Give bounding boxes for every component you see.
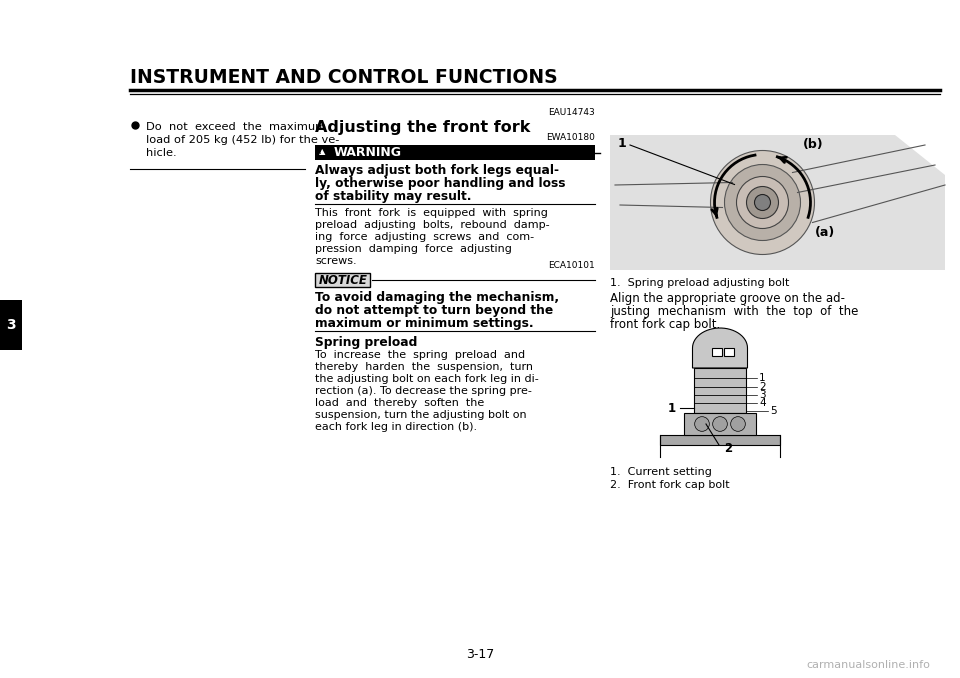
Text: 1: 1 (668, 401, 676, 414)
Bar (694, 368, 746, 413)
Bar (660, 435, 780, 445)
Text: (a): (a) (814, 226, 835, 239)
Text: 1: 1 (618, 137, 627, 150)
Text: EWA10180: EWA10180 (546, 133, 595, 142)
Text: 2: 2 (724, 443, 732, 456)
Text: 3: 3 (759, 390, 766, 400)
Circle shape (725, 165, 801, 241)
Bar (0, 300, 22, 350)
Text: of stability may result.: of stability may result. (315, 190, 471, 203)
Text: Adjusting the front fork: Adjusting the front fork (315, 120, 530, 135)
Text: 2.  Front fork cap bolt: 2. Front fork cap bolt (610, 480, 730, 490)
Circle shape (755, 195, 771, 210)
Polygon shape (692, 328, 748, 368)
Text: NOTICE: NOTICE (319, 273, 368, 287)
Circle shape (710, 151, 814, 254)
Text: INSTRUMENT AND CONTROL FUNCTIONS: INSTRUMENT AND CONTROL FUNCTIONS (130, 68, 558, 87)
Circle shape (736, 176, 788, 228)
Text: Spring preload: Spring preload (315, 336, 418, 349)
Bar (610, 115, 945, 270)
Text: To  increase  the  spring  preload  and: To increase the spring preload and (315, 350, 525, 360)
Text: ▲: ▲ (319, 147, 325, 156)
Text: preload  adjusting  bolts,  rebound  damp-: preload adjusting bolts, rebound damp- (315, 220, 550, 230)
Text: 1.  Current setting: 1. Current setting (610, 467, 712, 477)
Text: screws.: screws. (315, 256, 356, 266)
Text: thereby  harden  the  suspension,  turn: thereby harden the suspension, turn (315, 362, 533, 372)
Text: WARNING: WARNING (334, 146, 402, 159)
Text: 4: 4 (759, 398, 766, 408)
Bar (684, 413, 756, 435)
Polygon shape (610, 135, 945, 270)
Text: !: ! (319, 148, 322, 155)
Text: maximum or minimum settings.: maximum or minimum settings. (315, 317, 534, 330)
Circle shape (712, 417, 728, 431)
Text: (b): (b) (803, 138, 823, 151)
Circle shape (731, 417, 745, 431)
Text: ECA10101: ECA10101 (548, 261, 595, 270)
Text: This  front  fork  is  equipped  with  spring: This front fork is equipped with spring (315, 208, 548, 218)
Text: Always adjust both fork legs equal-: Always adjust both fork legs equal- (315, 164, 559, 177)
Text: ly, otherwise poor handling and loss: ly, otherwise poor handling and loss (315, 177, 565, 190)
Text: rection (a). To decrease the spring pre-: rection (a). To decrease the spring pre- (315, 386, 532, 396)
Text: front fork cap bolt.: front fork cap bolt. (610, 318, 720, 331)
Text: each fork leg in direction (b).: each fork leg in direction (b). (315, 422, 477, 432)
Text: suspension, turn the adjusting bolt on: suspension, turn the adjusting bolt on (315, 410, 527, 420)
Text: ing  force  adjusting  screws  and  com-: ing force adjusting screws and com- (315, 232, 534, 242)
Text: carmanualsonline.info: carmanualsonline.info (806, 660, 930, 670)
Bar (724, 348, 734, 356)
Text: 2: 2 (759, 382, 766, 392)
Circle shape (695, 417, 709, 431)
Bar (315, 273, 370, 287)
Text: pression  damping  force  adjusting: pression damping force adjusting (315, 244, 512, 254)
Text: Do  not  exceed  the  maximum: Do not exceed the maximum (146, 122, 326, 132)
Text: 1: 1 (759, 373, 766, 383)
Text: 3-17: 3-17 (466, 648, 494, 662)
Text: hicle.: hicle. (146, 148, 177, 158)
Text: EAU14743: EAU14743 (548, 108, 595, 117)
Text: the adjusting bolt on each fork leg in di-: the adjusting bolt on each fork leg in d… (315, 374, 539, 384)
Text: load  and  thereby  soften  the: load and thereby soften the (315, 398, 484, 408)
Text: 5: 5 (770, 406, 777, 416)
Text: justing  mechanism  with  the  top  of  the: justing mechanism with the top of the (610, 305, 858, 318)
Text: load of 205 kg (452 lb) for the ve-: load of 205 kg (452 lb) for the ve- (146, 135, 340, 145)
Text: do not attempt to turn beyond the: do not attempt to turn beyond the (315, 304, 553, 317)
Bar (712, 348, 722, 356)
Text: To avoid damaging the mechanism,: To avoid damaging the mechanism, (315, 291, 559, 304)
Circle shape (747, 186, 779, 218)
Text: Align the appropriate groove on the ad-: Align the appropriate groove on the ad- (610, 292, 845, 305)
Bar (315, 145, 595, 160)
Text: 1.  Spring preload adjusting bolt: 1. Spring preload adjusting bolt (610, 278, 789, 288)
Text: 3: 3 (6, 318, 15, 332)
